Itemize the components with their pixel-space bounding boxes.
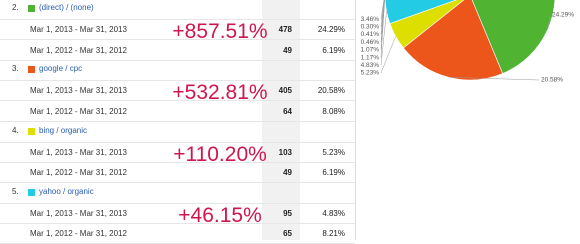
percent-change: +857.51%: [172, 20, 268, 43]
slice-label: 5.23%: [361, 70, 380, 77]
row-separator: [0, 100, 355, 102]
row-separator: [0, 182, 355, 184]
slice-label: 0.41%: [361, 31, 380, 38]
leader-line: [380, 0, 385, 20]
sessions: 103: [278, 147, 292, 157]
leader-line: [380, 0, 385, 43]
leader-line: [380, 0, 385, 50]
date-range: Mar 1, 2012 - Mar 31, 2012: [30, 229, 127, 239]
date-range: Mar 1, 2013 - Mar 31, 2013: [30, 208, 127, 218]
row-separator: [0, 39, 355, 40]
slice-label: 3.46%: [361, 16, 380, 23]
source-link[interactable]: (direct) / (none): [39, 3, 94, 12]
slice-label: 24.29%: [552, 12, 574, 19]
table-border: [355, 0, 356, 240]
slice-label: 0.30%: [361, 24, 380, 31]
percent-change: +110.20%: [173, 142, 267, 166]
date-range: Mar 1, 2012 - Mar 31, 2012: [30, 106, 127, 116]
pie-chart: 24.29% 20.58% 5.23%4.83%1.17%1.07%0.46%0.4…: [361, 0, 574, 84]
row-separator: [0, 222, 355, 224]
row-separator: [0, 141, 355, 143]
row-index: 3.: [12, 64, 19, 74]
leader-line: [380, 0, 385, 35]
date-range: Mar 1, 2012 - Mar 31, 2012: [30, 45, 127, 55]
slice-label: 0.46%: [361, 39, 380, 46]
share: 20.58%: [317, 86, 345, 96]
row-index: 4.: [12, 125, 19, 135]
percent-change: +46.15%: [178, 203, 262, 227]
source-link[interactable]: google / cpc: [39, 64, 83, 74]
share: 8.08%: [322, 106, 345, 116]
row-separator: [0, 19, 355, 20]
row-index: 2.: [12, 3, 19, 12]
color-swatch: [28, 66, 35, 74]
date-range: Mar 1, 2012 - Mar 31, 2012: [30, 168, 127, 178]
share: 4.83%: [322, 208, 345, 218]
row-index: 5.: [12, 186, 19, 196]
source-link[interactable]: bing / organic: [39, 125, 88, 135]
sessions: 64: [283, 106, 292, 116]
sessions: 478: [278, 25, 292, 34]
color-swatch: [28, 5, 35, 12]
row-separator: [0, 202, 355, 204]
percent-change: +532.81%: [172, 81, 268, 105]
share: 6.19%: [322, 168, 345, 178]
sessions: 49: [283, 168, 292, 178]
sessions: 405: [278, 86, 292, 96]
color-swatch: [28, 188, 35, 196]
leader-line: [547, 14, 551, 30]
leader-line: [380, 0, 385, 58]
row-separator: [0, 120, 355, 122]
share: 5.23%: [322, 147, 345, 157]
sorted-column: [262, 0, 300, 240]
slice-label: 1.07%: [361, 47, 380, 54]
row-separator: [0, 59, 355, 61]
share: 24.29%: [317, 25, 345, 34]
sessions: 95: [283, 208, 292, 218]
row-separator: [0, 80, 355, 82]
row-separator: [0, 161, 355, 163]
date-range: Mar 1, 2013 - Mar 31, 2013: [30, 25, 127, 34]
slice-label: 1.17%: [361, 54, 380, 61]
share: 6.19%: [322, 45, 345, 55]
source-link[interactable]: yahoo / organic: [39, 186, 94, 196]
leader-line: [380, 36, 396, 74]
slice-label: 20.58%: [541, 77, 563, 84]
sessions: 65: [283, 229, 292, 239]
date-range: Mar 1, 2013 - Mar 31, 2013: [30, 86, 127, 96]
color-swatch: [28, 127, 35, 135]
slice-label: 4.83%: [361, 62, 380, 69]
leader-line: [380, 11, 387, 66]
leader-line: [448, 77, 540, 81]
sessions: 49: [283, 45, 292, 55]
date-range: Mar 1, 2013 - Mar 31, 2013: [30, 147, 127, 157]
share: 8.21%: [322, 229, 345, 239]
